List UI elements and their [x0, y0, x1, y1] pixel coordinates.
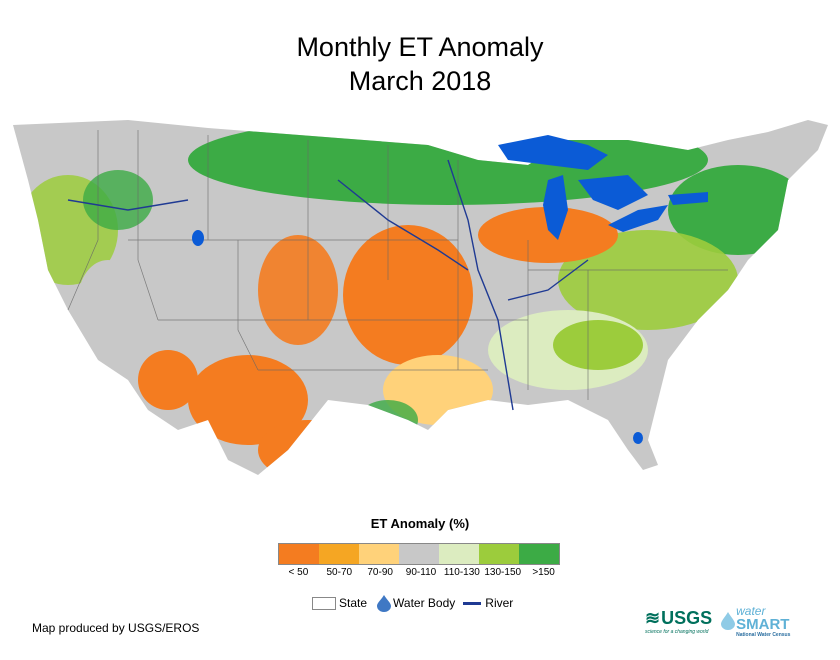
legend-label: 50-70: [326, 567, 353, 578]
great-lakes-dry-zone: [478, 207, 618, 263]
agency-logos: ≋ USGS science for a changing world wate…: [645, 604, 790, 638]
alabama-zone: [553, 320, 643, 370]
legend-label: 110-130: [443, 567, 480, 578]
map-title-line1: Monthly ET Anomaly: [296, 32, 544, 62]
legend-swatch-50-70: [319, 544, 359, 564]
map-title-line2: March 2018: [348, 66, 492, 96]
legend-title: ET Anomaly (%): [370, 516, 470, 531]
west-texas-zone: [258, 420, 358, 475]
et-anomaly-map: [13, 120, 828, 475]
legend-label: >150: [532, 567, 555, 578]
legend-label: < 50: [288, 567, 309, 578]
major-rivers: [67, 159, 589, 411]
southwest-dry-zone: [188, 355, 308, 445]
river-key-label: River: [485, 596, 514, 610]
legend-symbol-keys: State Water Body River: [312, 594, 521, 612]
usgs-logo: ≋ USGS science for a changing world: [645, 608, 712, 635]
map-credit: Map produced by USGS/EROS: [32, 621, 200, 635]
watersmart-logo: water SMART National Water Census: [720, 604, 790, 638]
legend-label: 90-110: [405, 567, 437, 578]
watersmart-water: water: [736, 604, 766, 618]
legend-swatch-130-150: [479, 544, 519, 564]
northeast-zone: [668, 165, 808, 255]
lake-huron: [578, 175, 648, 210]
usgs-tagline: science for a changing world: [645, 628, 709, 635]
lake-superior: [498, 135, 608, 170]
legend-color-ramp: [278, 543, 560, 565]
watersmart-tagline: National Water Census: [736, 632, 791, 638]
ohio-valley-zone: [558, 230, 738, 330]
water-body-key: Water Body: [375, 594, 455, 612]
legend-swatch-gt150: [519, 544, 559, 564]
state-key: State: [312, 596, 367, 610]
river-line-symbol: [463, 601, 482, 605]
state-boundaries: [67, 130, 728, 400]
lake-okeechobee: [633, 432, 643, 444]
great-basin-zone: [78, 260, 138, 340]
northern-rockies-zone: [83, 170, 153, 230]
legend-swatch-lt50: [279, 544, 319, 564]
water-body-key-label: Water Body: [393, 596, 456, 610]
usgs-wave-icon: ≋: [645, 607, 660, 628]
state-boundary-symbol: [312, 596, 336, 610]
great-salt-lake: [192, 230, 204, 246]
lake-ontario: [668, 192, 708, 205]
lake-erie: [608, 205, 668, 232]
california-dry-zone: [138, 350, 198, 410]
southern-plains-zone: [343, 225, 473, 365]
watersmart-smart: SMART: [736, 616, 790, 633]
water-drop-icon: [377, 595, 392, 612]
state-key-label: State: [339, 596, 368, 610]
east-texas-zone: [358, 400, 418, 440]
usgs-wordmark: USGS: [661, 607, 713, 628]
legend-label: 130-150: [484, 567, 522, 578]
legend-label: 70-90: [367, 567, 393, 578]
lake-michigan: [543, 175, 568, 240]
river-key: River: [463, 596, 513, 610]
legend-class-labels: < 50 50-70 70-90 90-110 110-130 130-150 …: [278, 567, 564, 578]
colorado-dry-zone: [258, 235, 338, 345]
legend-swatch-70-90: [359, 544, 399, 564]
legend-swatch-90-110: [399, 544, 439, 564]
great-lakes: [192, 135, 708, 444]
legend-swatch-110-130: [439, 544, 479, 564]
watersmart-drop-icon: [721, 612, 736, 630]
